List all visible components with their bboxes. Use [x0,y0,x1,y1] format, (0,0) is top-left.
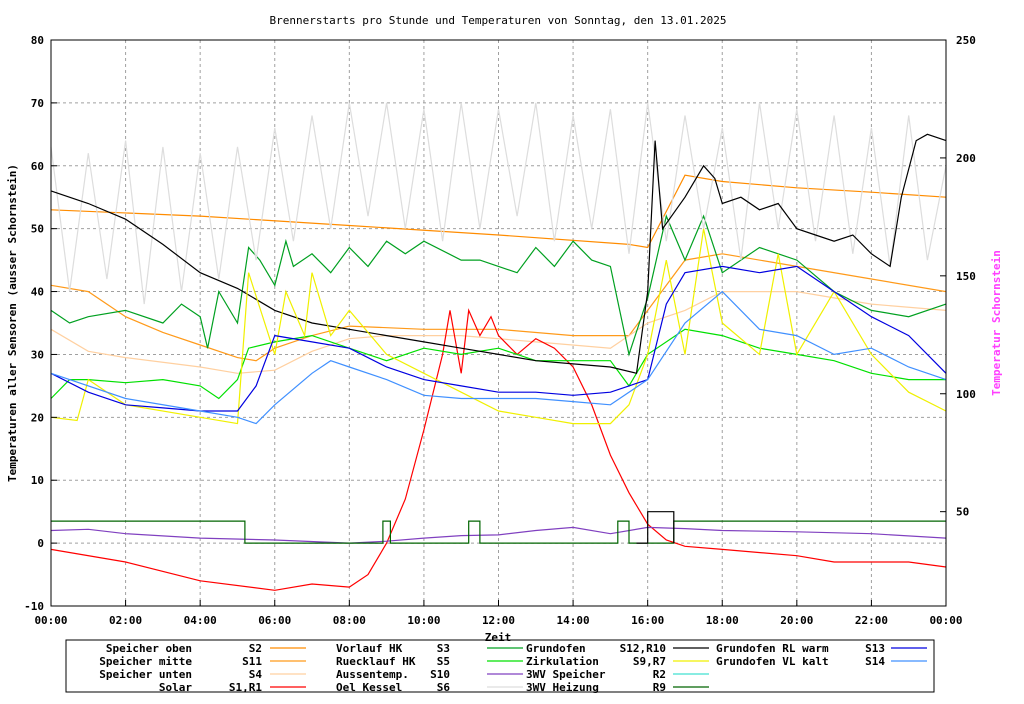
legend-label: Aussentemp. [336,668,409,681]
legend-code: S3 [437,642,450,655]
axis-ticks: 00:00 02:00 04:00 06:00 08:00 10:00 12:00 14:00… [24,34,976,627]
y-tick-label: 80 [31,34,44,47]
series-line-zirkulation [50,228,947,425]
legend-code: S5 [437,655,450,668]
x-tick-label: 18:00 [706,614,739,627]
legend-code: S1,R1 [229,681,262,694]
y-tick-label: 70 [31,97,44,110]
series-line-solar [50,308,947,591]
legend-code: S12,R10 [620,642,666,655]
series-layer [50,102,947,591]
x-tick-label: 22:00 [855,614,888,627]
series-line-aussentemp- [50,526,947,544]
series-line-3wv-heizung [51,520,946,544]
legend-label: 3WV Heizung [526,681,599,694]
legend-label: Vorlauf HK [336,642,403,655]
x-tick-label: 12:00 [482,614,515,627]
legend-code: S2 [249,642,262,655]
legend-box [65,639,935,693]
y-tick-label: 40 [31,286,44,299]
y-tick-label: 0 [37,537,44,550]
legend-label: Solar [159,681,192,694]
y-tick-label: 60 [31,160,44,173]
x-tick-label: 00:00 [929,614,962,627]
series-line-grundofen-r10 [636,511,675,544]
legend-label: Speicher mitte [99,655,192,668]
series-line-ruecklauf-hk [50,328,946,400]
y-tick-label: 10 [31,474,44,487]
legend-code: S11 [242,655,262,668]
x-tick-label: 00:00 [34,614,67,627]
y2-tick-label: 50 [956,506,969,519]
legend-code: S6 [437,681,451,694]
legend-label: Grundofen RL warm [716,642,829,655]
y2-tick-label: 100 [956,388,976,401]
y-tick-label: -10 [24,600,44,613]
x-tick-label: 16:00 [631,614,664,627]
legend-label: Grundofen [526,642,586,655]
legend-code: R9 [653,681,666,694]
x-tick-label: 14:00 [557,614,590,627]
series-line-grundofen-rl-warm [50,265,947,412]
legend-label: Ruecklauf HK [336,655,416,668]
legend-label: Grundofen VL kalt [716,655,829,668]
x-axis-label: Zeit [485,631,512,644]
legend-code: S10 [430,668,450,681]
x-tick-label: 04:00 [184,614,217,627]
x-tick-label: 08:00 [333,614,366,627]
legend-label: Speicher oben [106,642,192,655]
legend-label: Speicher unten [99,668,192,681]
series-line-grundofen-vl-kalt [50,290,947,425]
legend-code: R2 [653,668,666,681]
legend-label: 3WV Speicher [526,668,606,681]
y2-tick-label: 200 [956,152,976,165]
series-line-vorlauf-hk [50,214,947,357]
series-line-oel-kessel [50,102,947,305]
legend-code: S9,R7 [633,655,666,668]
y-tick-label: 30 [31,348,44,361]
legend: Speicher oben S2 Speicher mitte S11 Speicher… [99,642,927,694]
y2-tick-label: 150 [956,270,976,283]
x-tick-label: 10:00 [407,614,440,627]
legend-code: S4 [249,668,263,681]
series-line-speicher-oben [50,174,947,249]
y-tick-label: 20 [31,411,44,424]
x-tick-label: 02:00 [109,614,142,627]
legend-code: S13 [865,642,885,655]
chart-title: Brennerstarts pro Stunde und Temperature… [270,14,727,27]
x-tick-label: 20:00 [780,614,813,627]
x-tick-label: 06:00 [258,614,291,627]
series-line-grundofen [50,133,947,375]
y2-tick-label: 250 [956,34,976,47]
y-axis-label: Temperaturen aller Sensoren (ausser Scho… [6,164,19,482]
series-line-speicher-unten [50,291,947,374]
y-tick-label: 50 [31,223,44,236]
legend-label: Zirkulation [526,655,599,668]
y2-axis-label: Temperatur Schornstein [990,250,1003,396]
legend-code: S14 [865,655,885,668]
legend-label: Oel Kessel [336,681,402,694]
